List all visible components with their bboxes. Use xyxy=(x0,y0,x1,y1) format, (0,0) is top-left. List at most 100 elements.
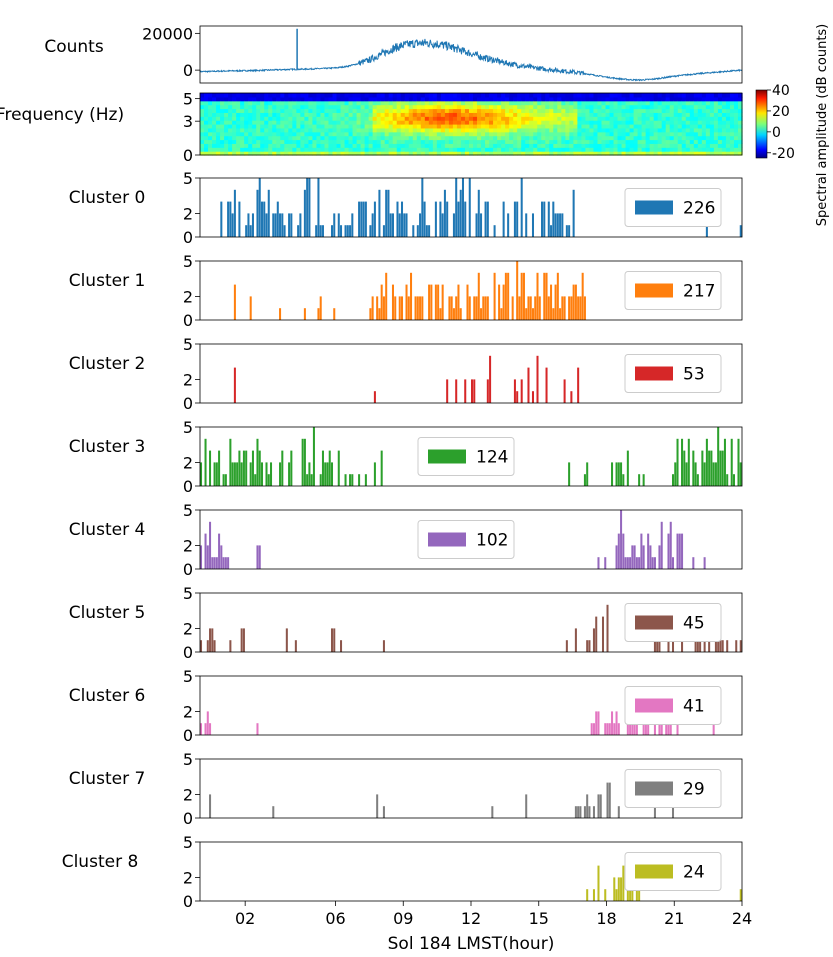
cluster2-bar xyxy=(545,367,548,403)
spectrogram-cell xyxy=(292,104,297,110)
cluster7-bar xyxy=(671,806,675,818)
spectrogram-cell xyxy=(468,135,474,141)
spectrogram-cell xyxy=(537,112,542,117)
cluster3-bar xyxy=(723,438,726,486)
cluster3-bar xyxy=(231,462,234,486)
spectrogram-cell xyxy=(368,104,374,110)
spectrogram-cell xyxy=(388,151,394,156)
spectrogram-cell xyxy=(372,100,378,106)
spectrogram-cell xyxy=(565,139,570,144)
spectrogram-cell xyxy=(717,131,723,137)
spectrogram-cell xyxy=(364,104,370,110)
cluster3-bar xyxy=(568,462,571,486)
cluster4-bar xyxy=(624,557,627,569)
spectrogram-cell xyxy=(533,131,538,137)
spectrogram-cell xyxy=(256,139,261,144)
spectrogram-cell xyxy=(296,143,301,148)
spectrogram-cell xyxy=(200,100,205,106)
spectrogram-cell xyxy=(460,93,466,98)
spectrogram-cell xyxy=(236,127,241,133)
cluster2-legend-swatch xyxy=(635,366,673,381)
cluster5-bar xyxy=(285,628,288,652)
spectrogram-cell xyxy=(581,96,587,102)
spectrogram-cell xyxy=(332,143,338,148)
spectrogram-cell xyxy=(236,139,241,144)
spectrogram-cell xyxy=(324,104,330,110)
cluster3-bar xyxy=(344,474,347,486)
spectrogram-cell xyxy=(276,93,281,98)
spectrogram-cell xyxy=(621,139,627,144)
spectrogram-cell xyxy=(677,143,683,148)
spectrogram-cell xyxy=(521,127,526,133)
spectrogram-cell xyxy=(340,131,346,137)
spectrogram-cell xyxy=(328,96,334,102)
spectrogram-cell xyxy=(645,127,651,133)
spectrogram-cell xyxy=(689,124,695,129)
spectrogram-cell xyxy=(208,96,213,102)
spectrogram-cell xyxy=(557,104,562,110)
spectrogram-cell xyxy=(240,112,245,117)
spectrogram-cell xyxy=(701,120,707,125)
spectrogram-cell xyxy=(388,139,394,144)
spectrogram-cell xyxy=(701,93,707,98)
cluster0-bar xyxy=(493,225,496,237)
spectrogram-cell xyxy=(645,116,651,121)
spectrogram-cell xyxy=(589,127,595,133)
spectrogram-cell xyxy=(260,139,265,144)
spectrogram-cell xyxy=(697,108,703,113)
spectrogram-cell xyxy=(400,116,406,121)
spectrogram-cell xyxy=(689,139,695,144)
spectrogram-cell xyxy=(489,93,494,98)
spectrogram-cell xyxy=(352,139,358,144)
spectrogram-cell xyxy=(689,116,695,121)
spectrogram-cell xyxy=(633,116,639,121)
spectrogram-cell xyxy=(509,104,514,110)
cluster0-bar xyxy=(468,178,471,237)
spectrogram-cell xyxy=(693,124,699,129)
spectrogram-cell xyxy=(432,135,438,141)
cluster5-bar xyxy=(340,640,343,652)
spectrogram-cell xyxy=(537,139,542,144)
spectrogram-cell xyxy=(625,116,631,121)
spectrogram-cell xyxy=(553,127,558,133)
spectrogram-cell xyxy=(573,127,578,133)
spectrogram-cell xyxy=(605,131,611,137)
spectrogram-cell xyxy=(597,143,603,148)
spectrogram-cell xyxy=(280,116,285,121)
cluster0-bar xyxy=(308,178,311,237)
spectrogram-cell xyxy=(581,100,587,106)
cluster7-bar xyxy=(617,806,620,818)
spectrogram-cell xyxy=(268,143,273,148)
x-tick-label: 15 xyxy=(529,909,549,928)
spectrogram-cell xyxy=(565,120,570,125)
spectrogram-cell xyxy=(392,93,398,98)
spectrogram-cell xyxy=(420,139,426,144)
spectrogram-cell xyxy=(613,147,619,152)
spectrogram-cell xyxy=(529,112,534,117)
cluster0-bar xyxy=(421,178,424,237)
spectrogram-cell xyxy=(356,147,362,152)
spectrogram-cell xyxy=(473,151,478,156)
cluster1-bar xyxy=(407,296,410,320)
cluster4-bar xyxy=(215,557,218,569)
cluster3-bar xyxy=(714,462,717,486)
spectrogram-cell xyxy=(288,124,293,129)
cluster6-bar xyxy=(204,723,207,735)
spectrogram-cell xyxy=(240,108,245,113)
cluster7-y-tick-label: 2 xyxy=(183,785,193,804)
spectrogram-cell xyxy=(485,116,490,121)
spectrogram-cell xyxy=(721,93,727,98)
cluster0-bar xyxy=(249,225,252,237)
spectrogram-cell xyxy=(284,143,289,148)
spectrogram-cell xyxy=(432,104,438,110)
spectrogram-cell xyxy=(661,151,667,156)
spectrogram-cell xyxy=(593,131,599,137)
spectrogram-cell xyxy=(609,112,615,117)
spectrogram-cell xyxy=(308,120,314,125)
cluster3-bar xyxy=(732,474,735,486)
spectrogram-cell xyxy=(649,143,655,148)
cluster3-label: Cluster 3 xyxy=(69,437,146,457)
spectrogram-cell xyxy=(709,151,715,156)
spectrogram-cell xyxy=(653,147,659,152)
